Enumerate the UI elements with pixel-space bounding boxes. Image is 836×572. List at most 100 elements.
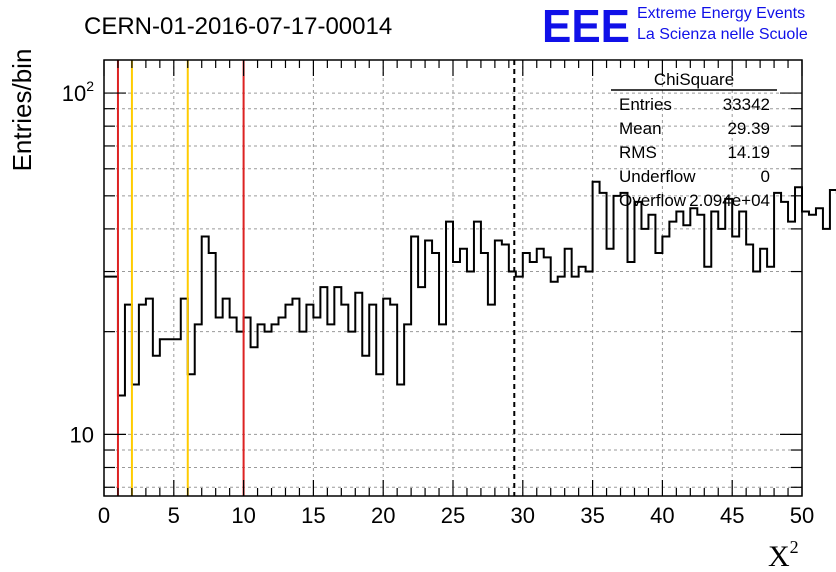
histogram-bin xyxy=(502,245,509,496)
y-tick-label: 10 xyxy=(70,422,94,447)
x-tick-label: 0 xyxy=(98,503,110,528)
stats-row-label: Entries xyxy=(619,95,672,114)
histogram-bin xyxy=(830,190,836,496)
histogram-bin xyxy=(558,277,565,496)
y-tick-label-base: 10 xyxy=(62,81,86,106)
histogram-bin xyxy=(732,237,739,496)
histogram-bin xyxy=(600,193,607,496)
histogram-bin xyxy=(474,222,481,496)
x-axis-ticks: 0 5 10 15 20 25 30 35 40 45 50 xyxy=(98,60,814,528)
histogram-bin xyxy=(753,272,760,496)
histogram-bin xyxy=(174,339,181,496)
y-tick-label-base: 10 xyxy=(70,422,94,447)
x-tick-label: 50 xyxy=(790,503,814,528)
histogram-bin xyxy=(132,385,139,496)
histogram-bin xyxy=(453,262,460,496)
histogram-bin xyxy=(586,272,593,496)
histogram-bin xyxy=(669,222,676,496)
histogram-bin xyxy=(774,193,781,496)
x-axis-label-exponent: 2 xyxy=(790,537,799,557)
histogram-bin xyxy=(718,229,725,496)
histogram-bin xyxy=(272,324,279,496)
histogram-bin xyxy=(530,262,537,496)
histogram-bin xyxy=(823,229,830,496)
stats-row-label: RMS xyxy=(619,143,657,162)
histogram-bin xyxy=(188,374,195,496)
histogram-bin xyxy=(125,305,132,496)
histogram-bin xyxy=(725,199,732,496)
stats-row-label: Overflow xyxy=(619,191,687,210)
stats-box-title: ChiSquare xyxy=(654,70,734,89)
stats-row-label: Underflow xyxy=(619,167,696,186)
logo-line-2: La Scienza nelle Scuole xyxy=(637,26,808,43)
histogram-bin xyxy=(544,257,551,496)
histogram-bin xyxy=(327,324,334,496)
histogram-bin xyxy=(788,222,795,496)
histogram-bin xyxy=(251,347,258,496)
histogram-bin xyxy=(195,324,202,496)
histogram-bin xyxy=(711,211,718,496)
histogram-bin xyxy=(320,287,327,496)
x-tick-label: 35 xyxy=(580,503,604,528)
histogram-bin xyxy=(139,305,146,496)
stats-row-value: 33342 xyxy=(723,95,770,114)
histogram-bin xyxy=(628,262,635,496)
histogram-bin xyxy=(614,196,621,496)
histogram-bin xyxy=(697,215,704,496)
histogram-bin xyxy=(202,237,209,496)
histogram-bin xyxy=(551,282,558,496)
histogram-bin xyxy=(334,287,341,496)
histogram-bin xyxy=(216,318,223,496)
histogram-bin xyxy=(767,267,774,496)
stats-row-value: 0 xyxy=(761,167,770,186)
histogram-bin xyxy=(739,211,746,496)
histogram-bin xyxy=(781,202,788,496)
histogram-bin xyxy=(425,240,432,496)
stats-row-value: 2.094e+04 xyxy=(689,191,770,210)
histogram-bin xyxy=(285,305,292,496)
eee-logo: EEE Extreme Energy Events La Scienza nel… xyxy=(542,0,808,52)
histogram-bin xyxy=(397,385,404,496)
histogram-bin xyxy=(279,318,286,496)
histogram-bin xyxy=(648,215,655,496)
histogram-bin xyxy=(662,237,669,496)
histogram-bin xyxy=(376,374,383,496)
histogram-bin xyxy=(809,215,816,496)
histogram-bin xyxy=(565,249,572,496)
x-tick-label: 15 xyxy=(301,503,325,528)
histogram-bin xyxy=(390,305,397,496)
histogram-bin xyxy=(118,396,125,496)
chart-title: CERN-01-2016-07-17-00014 xyxy=(84,13,392,40)
histogram-bin xyxy=(495,240,502,496)
histogram-bin xyxy=(230,318,237,496)
histogram-bin xyxy=(432,253,439,496)
histogram-bin xyxy=(306,305,313,496)
y-axis-label: Entries/bin xyxy=(7,49,37,172)
histogram-bin xyxy=(111,277,118,496)
histogram-bin xyxy=(153,356,160,496)
histogram-bin xyxy=(160,339,167,496)
histogram-bin xyxy=(481,253,488,496)
x-tick-label: 25 xyxy=(441,503,465,528)
histogram-bin xyxy=(816,208,823,496)
x-tick-label: 40 xyxy=(650,503,674,528)
histogram-bin xyxy=(244,318,251,496)
x-tick-label: 5 xyxy=(168,503,180,528)
histogram-bin xyxy=(369,305,376,496)
histogram-bin xyxy=(348,332,355,496)
histogram-bin xyxy=(572,277,579,496)
histogram-bin xyxy=(411,237,418,496)
histogram-bin xyxy=(579,267,586,496)
histogram-bin xyxy=(746,245,753,496)
histogram-bin xyxy=(802,211,809,496)
histogram-bin xyxy=(446,222,453,496)
x-axis-label: X2 xyxy=(768,537,799,572)
histogram-bin xyxy=(258,324,265,496)
logo-line-1: Extreme Energy Events xyxy=(637,5,805,22)
histogram-bin xyxy=(265,332,272,496)
histogram-bin xyxy=(237,332,244,496)
histogram-bin xyxy=(621,193,628,496)
histogram-bin xyxy=(655,253,662,496)
histogram-bin xyxy=(355,293,362,496)
